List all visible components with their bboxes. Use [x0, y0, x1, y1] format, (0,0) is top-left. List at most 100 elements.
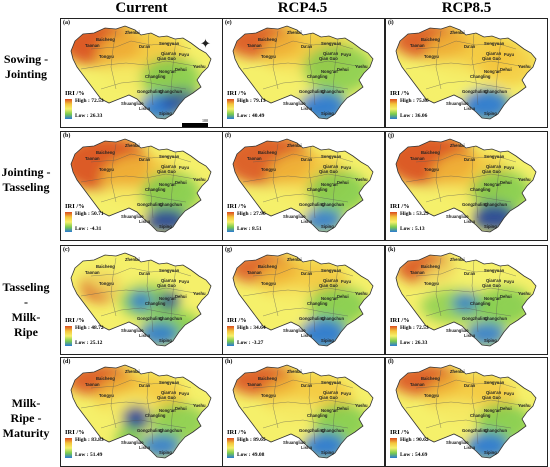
county-label: Fuyu	[341, 52, 352, 57]
county-label: Qian'an	[161, 390, 177, 395]
legend-color-bar	[65, 212, 72, 232]
county-label: Da'an	[301, 271, 313, 276]
heat-map	[395, 25, 537, 120]
county-label: Changling	[470, 413, 491, 418]
county-label: Lishu	[301, 445, 313, 450]
county-label: Changling	[307, 187, 328, 192]
county-label: Qian Guo	[482, 283, 501, 288]
county-label: Taonan	[247, 270, 262, 275]
legend-high-value: High : 72.53	[75, 98, 104, 104]
county-label: Baicheng	[421, 37, 440, 42]
county-label: Baicheng	[258, 376, 277, 381]
row-header-tasseling-milkripe: Tasseling - Milk-Ripe	[2, 280, 50, 339]
legend-title: IRI /%	[65, 429, 85, 436]
county-label: Baicheng	[96, 376, 115, 381]
panel-label: (g)	[225, 247, 232, 253]
scale-bar-label: 100	[202, 118, 208, 123]
county-label: Qian Guo	[157, 56, 176, 61]
county-label: Fuyu	[341, 391, 352, 396]
county-label: Baicheng	[258, 37, 277, 42]
county-label: Qian Guo	[319, 395, 338, 400]
panel-label: (a)	[63, 20, 70, 26]
county-label: Siping	[321, 450, 334, 455]
county-label: Changchun	[159, 202, 183, 207]
county-label: Changchun	[484, 89, 508, 94]
map-panel: (g) Zhenlai Baicheng Taonan Da'an Songyuan Qia…	[222, 245, 385, 355]
column-header-rcp45: RCP4.5	[277, 0, 328, 16]
legend-title: IRI /%	[390, 429, 410, 436]
scale-bar	[182, 123, 208, 127]
legend-high-value: High : 90.62	[400, 437, 429, 443]
legend-low-value: Low : -3.27	[237, 340, 264, 346]
county-label: Gongzhuling	[137, 316, 163, 321]
legend-low-value: Low : 5.13	[400, 226, 425, 232]
county-label: Dehui	[500, 294, 512, 299]
county-label: Siping	[321, 224, 334, 229]
county-label: Songyuan	[321, 41, 342, 46]
county-label: Shuangliao	[283, 328, 306, 333]
county-label: Fuyu	[341, 165, 352, 170]
county-label: Nong'an	[159, 296, 176, 301]
county-label: Tongyu	[261, 281, 276, 286]
county-label: Songyuan	[321, 268, 342, 273]
county-label: Qian Guo	[157, 395, 176, 400]
county-label: Qian'an	[323, 390, 339, 395]
county-label: Changchun	[484, 428, 508, 433]
county-label: Nong'an	[159, 69, 176, 74]
county-label: Nong'an	[321, 182, 338, 187]
county-label: Taonan	[410, 270, 425, 275]
county-label: Zhenlai	[125, 143, 140, 148]
county-label: Changchun	[159, 89, 183, 94]
county-label: Gongzhuling	[462, 316, 488, 321]
county-label: Taonan	[410, 43, 425, 48]
county-label: Tongyu	[99, 167, 114, 172]
county-label: Zhenlai	[125, 30, 140, 35]
county-label: Dehui	[500, 406, 512, 411]
map-panel: (l) Zhenlai Baicheng Taonan Da'an Songyuan Qia…	[385, 357, 548, 467]
county-label: Da'an	[301, 44, 313, 49]
county-label: Da'an	[464, 383, 476, 388]
county-label: Gongzhuling	[462, 89, 488, 94]
county-label: Songyuan	[159, 41, 180, 46]
county-label: Qian'an	[486, 164, 502, 169]
county-label: Gongzhuling	[137, 89, 163, 94]
county-label: Zhenlai	[287, 30, 302, 35]
county-label: Nong'an	[159, 408, 176, 413]
county-label: Tongyu	[99, 54, 114, 59]
legend-low-value: Low : 54.69	[400, 452, 428, 458]
county-label: Yushu	[518, 403, 531, 408]
map-panel: (i) Zhenlai Baicheng Taonan Da'an Songyuan Qia…	[385, 18, 548, 128]
county-label: Siping	[159, 450, 172, 455]
legend-high-value: High : 34.64	[237, 325, 266, 331]
county-label: Shuangliao	[283, 214, 306, 219]
county-label: Gongzhuling	[462, 428, 488, 433]
county-label: Changchun	[159, 428, 183, 433]
map-panel: (h) Zhenlai Baicheng Taonan Da'an Songyuan Qia…	[222, 357, 385, 467]
county-label: Taonan	[85, 382, 100, 387]
county-label: Changling	[145, 187, 166, 192]
county-label: Dehui	[175, 406, 187, 411]
county-label: Siping	[484, 224, 497, 229]
legend-color-bar	[227, 212, 234, 232]
county-label: Changchun	[159, 316, 183, 321]
county-label: Da'an	[139, 383, 151, 388]
county-label: Da'an	[301, 157, 313, 162]
panel-label: (h)	[225, 359, 233, 365]
county-label: Fuyu	[179, 279, 190, 284]
county-label: Da'an	[139, 157, 151, 162]
county-label: Lishu	[139, 333, 151, 338]
county-label: Dehui	[337, 180, 349, 185]
heat-map	[232, 25, 374, 120]
county-label: Tongyu	[424, 393, 439, 398]
county-label: Siping	[484, 338, 497, 343]
map-panel: (b) Zhenlai Baicheng Taonan Da'an Songyuan Qia…	[60, 131, 223, 241]
legend-title: IRI /%	[65, 203, 85, 210]
heat-map	[395, 138, 537, 233]
legend-color-bar	[390, 438, 397, 458]
county-label: Baicheng	[421, 150, 440, 155]
county-label: Fuyu	[504, 165, 515, 170]
compass-icon: ✦	[200, 36, 211, 51]
county-label: Yushu	[193, 64, 206, 69]
county-label: Tongyu	[261, 54, 276, 59]
heat-map	[70, 252, 212, 347]
